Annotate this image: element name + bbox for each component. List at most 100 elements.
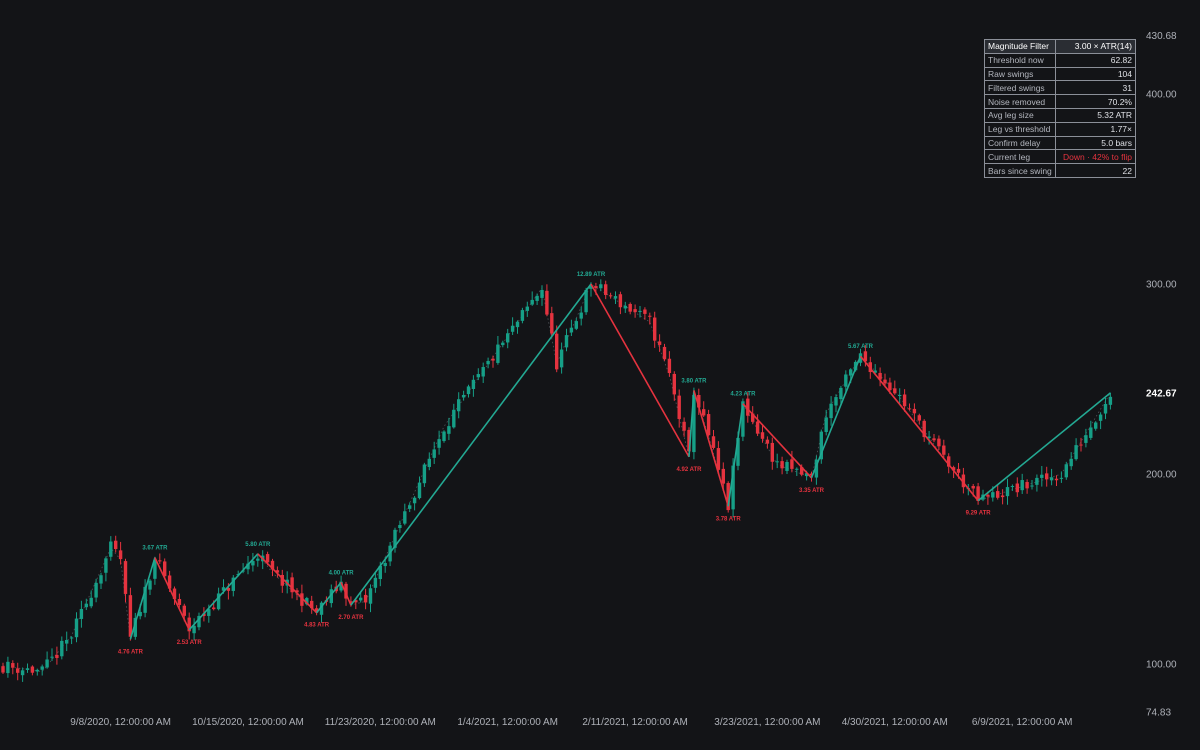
candle: [976, 482, 980, 505]
stats-row: Threshold now 62.82: [984, 52, 1136, 68]
current-leg-value: Down · 42% to flip: [1055, 149, 1136, 165]
candle-body: [1084, 435, 1088, 443]
candle: [486, 357, 490, 369]
filtered-zigzag: [129, 283, 1111, 640]
candle-body: [506, 333, 510, 343]
candle-body: [824, 417, 828, 432]
candle-body: [662, 346, 667, 360]
candle: [314, 605, 319, 616]
candle: [1045, 466, 1049, 487]
zigzag-segment: [727, 403, 744, 507]
candle-body: [746, 398, 750, 416]
candle: [902, 389, 907, 412]
stats-value: 104: [1055, 66, 1136, 82]
candle-body: [849, 369, 853, 376]
candle: [510, 317, 515, 335]
candle-body: [74, 618, 79, 638]
candle-body: [11, 663, 15, 668]
candle-body: [653, 317, 657, 341]
candle: [25, 663, 30, 673]
candle: [432, 441, 436, 464]
candle: [559, 342, 564, 374]
candle-body: [731, 465, 735, 510]
candle-body: [1010, 486, 1015, 488]
candle-body: [1098, 414, 1103, 421]
candle-body: [716, 448, 721, 470]
candle-body: [986, 494, 990, 497]
candle-body: [917, 415, 921, 421]
candle-body: [182, 605, 186, 616]
candle-body: [804, 473, 809, 477]
candle-body: [555, 333, 559, 370]
candle: [922, 419, 926, 442]
candle: [1064, 461, 1068, 480]
candle: [564, 328, 569, 352]
candle-body: [329, 589, 333, 604]
candle-body: [60, 640, 64, 657]
candle-body: [702, 409, 706, 416]
candle-body: [158, 560, 162, 562]
candle: [839, 385, 843, 405]
swing-label: 9.29 ATR: [966, 511, 992, 517]
candle: [1015, 477, 1019, 497]
candle-body: [251, 561, 255, 566]
time-tick-label: 11/23/2020, 12:00:00 AM: [325, 717, 436, 728]
candle-body: [1089, 427, 1093, 438]
candle: [280, 569, 284, 593]
candle: [1094, 421, 1098, 431]
candle-body: [677, 395, 681, 419]
candle-body: [99, 575, 103, 584]
candle: [74, 612, 79, 643]
stats-label: Confirm delay: [984, 135, 1056, 151]
candle-body: [452, 409, 456, 428]
candle-body: [633, 309, 637, 313]
candle: [1098, 412, 1103, 430]
candle-body: [339, 581, 343, 591]
last-price-label: 242.67: [1146, 388, 1177, 399]
candle-body: [226, 587, 231, 591]
candle-body: [69, 637, 74, 639]
candle-body: [775, 461, 779, 463]
candle-body: [878, 372, 882, 380]
candle: [231, 575, 235, 597]
magnitude-filter-table: Magnitude Filter 3.00 × ATR(14) Threshol…: [984, 39, 1136, 178]
candle-body: [1025, 482, 1029, 489]
candle-body: [422, 464, 427, 484]
candle: [30, 665, 35, 676]
candle: [697, 388, 701, 415]
candle-body: [216, 593, 221, 610]
candle-body: [1035, 477, 1039, 485]
candle: [172, 586, 177, 605]
candle-body: [863, 351, 868, 362]
candle-body: [207, 609, 211, 616]
candle-body: [65, 639, 69, 644]
candle-body: [349, 601, 353, 603]
candle: [824, 409, 828, 436]
candle: [937, 435, 941, 450]
candle-body: [932, 438, 936, 441]
candle-body: [486, 360, 490, 365]
stats-value: 22: [1055, 163, 1136, 178]
candle: [927, 430, 931, 445]
time-tick-label: 10/15/2020, 12:00:00 AM: [192, 717, 304, 728]
candle-body: [1000, 495, 1005, 498]
candle: [1108, 392, 1113, 410]
candle-body: [550, 313, 554, 334]
candle-body: [256, 558, 260, 561]
candle-body: [270, 560, 275, 570]
candle-body: [427, 458, 431, 467]
candle-body: [628, 303, 632, 312]
zigzag-segment: [693, 390, 729, 507]
candle-body: [1040, 474, 1044, 478]
candle-body: [795, 468, 799, 470]
candle-body: [172, 588, 177, 599]
candle-body: [809, 473, 814, 476]
candle: [555, 325, 559, 373]
candle: [545, 284, 549, 317]
swing-label: 3.67 ATR: [142, 546, 168, 552]
candle: [447, 417, 451, 441]
candle: [643, 307, 647, 320]
candle: [148, 579, 152, 595]
candle-body: [403, 511, 407, 524]
